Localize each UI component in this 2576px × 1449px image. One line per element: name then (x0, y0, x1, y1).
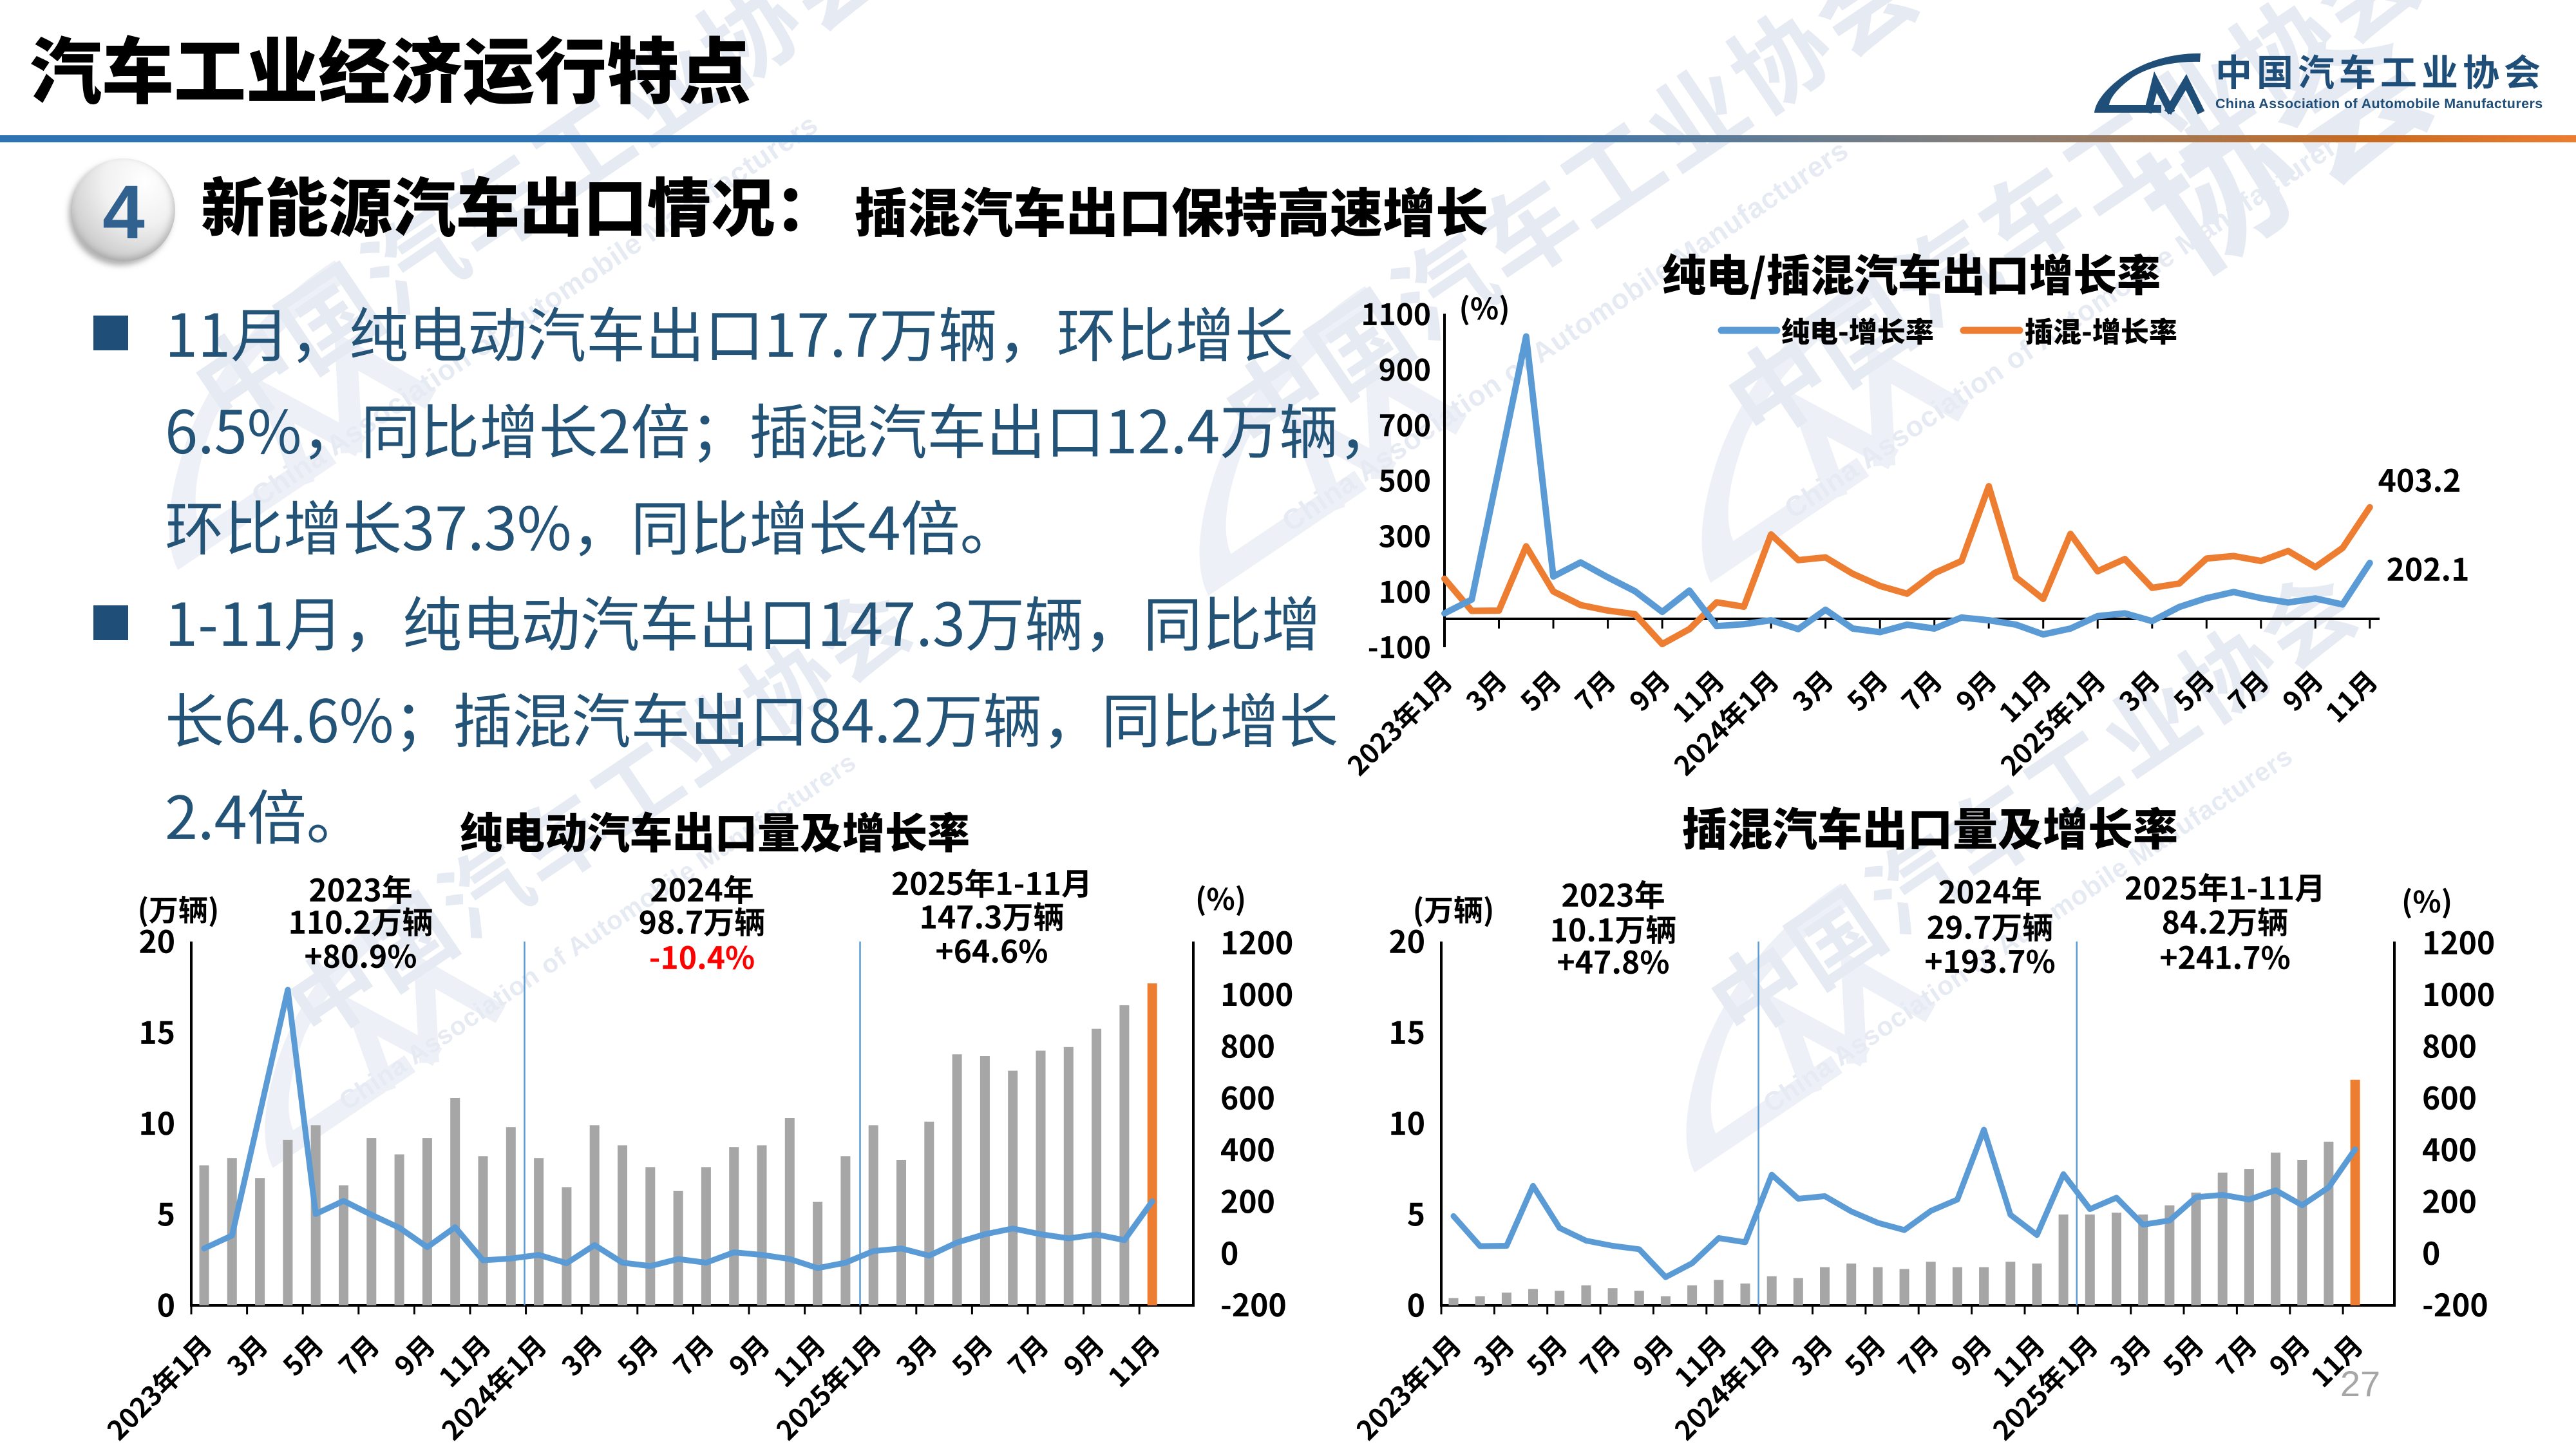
svg-text:27: 27 (2340, 1363, 2380, 1404)
svg-text:China Association of Automobil: China Association of Automobile Manufact… (2215, 96, 2543, 111)
